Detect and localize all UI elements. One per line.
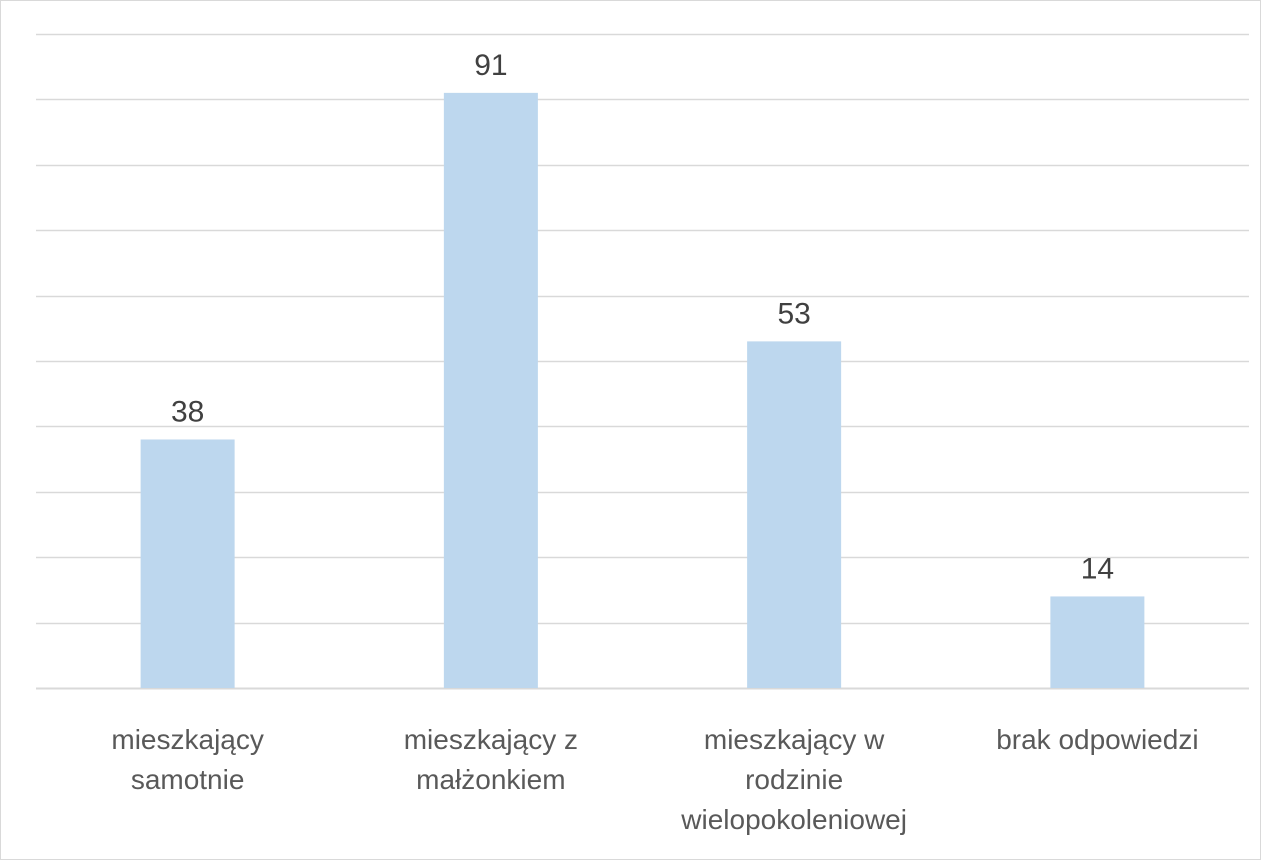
category-label: brak odpowiedzi <box>996 724 1198 755</box>
data-label: 91 <box>474 49 507 82</box>
category-label: mieszkający samotnie <box>111 724 263 795</box>
category-label: mieszkający w rodzinie wielopokoleniowej <box>680 724 907 835</box>
category-label-line: brak odpowiedzi <box>996 724 1198 755</box>
gridlines <box>36 33 1249 690</box>
category-label-line: mieszkający z <box>404 724 578 755</box>
data-label: 53 <box>777 297 810 330</box>
data-labels: 38 91 53 14 <box>171 49 1114 586</box>
data-label: 38 <box>171 395 204 428</box>
bar <box>140 439 235 688</box>
category-label-line: rodzinie <box>745 764 843 795</box>
data-label: 14 <box>1081 552 1114 585</box>
category-label-line: samotnie <box>131 764 245 795</box>
bar <box>1050 596 1145 688</box>
bar <box>747 341 842 688</box>
category-label-line: wielopokoleniowej <box>680 804 907 835</box>
category-label: mieszkający z małżonkiem <box>404 724 578 795</box>
category-label-line: mieszkający w <box>704 724 885 755</box>
bars <box>140 92 1145 689</box>
bar <box>443 92 538 689</box>
category-labels: mieszkający samotnie mieszkający z małżonki… <box>111 724 1198 835</box>
category-label-line: mieszkający <box>111 724 263 755</box>
category-label-line: małżonkiem <box>416 764 565 795</box>
